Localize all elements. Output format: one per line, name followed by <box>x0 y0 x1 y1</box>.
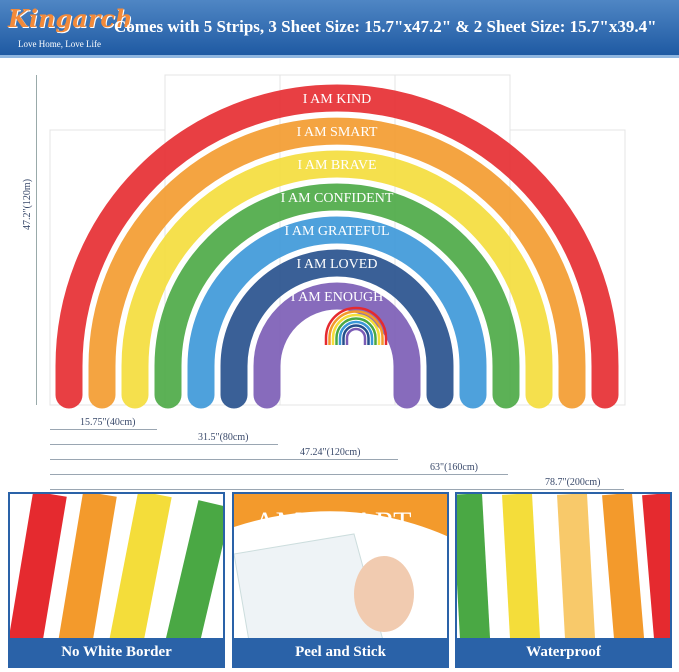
rainbow-illustration: I AM KIND I AM SMART I AM BRAVE I AM CONFID… <box>49 74 626 409</box>
peel-image <box>234 494 447 666</box>
rainbow-label: I AM SMART <box>297 125 378 140</box>
width-line <box>50 444 278 445</box>
rainbow-band <box>187 216 487 409</box>
width-line <box>50 474 508 475</box>
header-banner: Kingarch Love Home, Love Life Comes with… <box>0 0 679 58</box>
panel-label: Peel and Stick <box>234 638 447 666</box>
panel-label: Waterproof <box>457 638 670 666</box>
width-line <box>50 459 398 460</box>
brand-logo: Kingarch <box>8 4 133 33</box>
panel-label: No White Border <box>10 638 223 666</box>
width-line <box>50 489 624 490</box>
width-dimension: 47.24"(120cm) <box>300 447 361 458</box>
peel-text: AM SMART <box>254 506 412 539</box>
rainbow-band <box>253 282 421 409</box>
rainbow-label: I AM CONFIDENT <box>281 191 394 206</box>
width-line <box>50 429 157 430</box>
rainbow-label: I AM KIND <box>303 92 371 107</box>
panel-waterproof: Waterproof <box>455 492 672 668</box>
width-dimension: 63"(160cm) <box>430 462 478 473</box>
header-title: Comes with 5 Strips, 3 Sheet Size: 15.7"… <box>114 17 657 36</box>
panel-peel-and-stick: AM SMART Peel and Stick <box>232 492 449 668</box>
rainbow-label: I AM LOVED <box>297 257 378 272</box>
width-dimension: 15.75"(40cm) <box>80 417 136 428</box>
brand-tagline: Love Home, Love Life <box>18 39 101 49</box>
mini-rainbow <box>324 306 388 345</box>
rainbow-band <box>55 84 619 409</box>
rainbow-label: I AM ENOUGH <box>291 290 384 305</box>
height-dimension: 47.2"(120m) <box>22 178 33 230</box>
panel-no-white-border: No White Border <box>8 492 225 668</box>
rainbow-band <box>88 117 586 409</box>
width-dimension: 31.5"(80cm) <box>198 432 249 443</box>
width-dimension: 78.7"(200cm) <box>545 477 601 488</box>
rainbow-label: I AM BRAVE <box>297 158 376 173</box>
rainbow-label: I AM GRATEFUL <box>284 224 389 239</box>
rainbow-band <box>121 150 553 409</box>
rainbow-band <box>154 183 520 409</box>
height-line <box>36 75 37 405</box>
rainbow-band <box>220 249 454 409</box>
